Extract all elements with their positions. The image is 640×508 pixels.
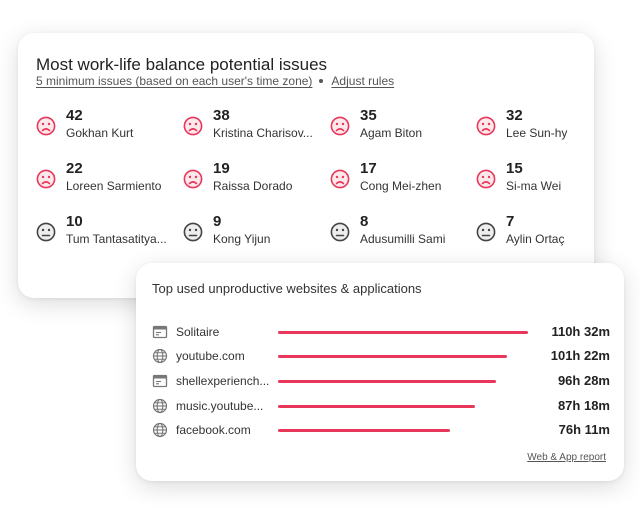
usage-bar	[278, 380, 496, 383]
user-name: Kong Yijun	[213, 232, 271, 246]
user-name: Lee Sun-hy	[506, 126, 568, 140]
app-name: facebook.com	[176, 423, 251, 437]
user-name: Aylin Ortaç	[506, 232, 565, 246]
sad-face-icon	[183, 116, 203, 136]
web-app-report-link[interactable]: Web & App report	[527, 452, 606, 463]
user-name: Kristina Charisov...	[213, 126, 313, 140]
issue-count: 22	[66, 160, 83, 177]
usage-bar	[278, 405, 475, 408]
user-issue-item[interactable]: 19 Raissa Dorado	[183, 161, 323, 195]
user-name: Gokhan Kurt	[66, 126, 134, 140]
user-issue-item[interactable]: 17 Cong Mei-zhen	[330, 161, 470, 195]
issue-count: 19	[213, 160, 230, 177]
user-name: Tum Tantasatitya...	[66, 232, 167, 246]
issue-count: 32	[506, 107, 523, 124]
user-issue-item[interactable]: 32 Lee Sun-hy	[476, 108, 616, 142]
sad-face-icon	[330, 116, 350, 136]
usage-bar	[278, 331, 528, 334]
issue-count: 38	[213, 107, 230, 124]
user-issue-item[interactable]: 9 Kong Yijun	[183, 214, 323, 248]
user-name: Agam Biton	[360, 126, 423, 140]
app-window-icon	[152, 325, 168, 339]
user-issue-item[interactable]: 38 Kristina Charisov...	[183, 108, 323, 142]
user-issue-item[interactable]: 22 Loreen Sarmiento	[36, 161, 176, 195]
issue-count: 17	[360, 160, 377, 177]
sad-face-icon	[476, 116, 496, 136]
globe-icon	[152, 422, 168, 438]
globe-icon	[152, 348, 168, 364]
usage-bar	[278, 429, 450, 432]
neutral-face-icon	[183, 222, 203, 242]
app-name: shellexperiench...	[176, 374, 270, 388]
app-usage-row[interactable]: Solitaire 110h 32m	[152, 323, 610, 341]
neutral-face-icon	[330, 222, 350, 242]
sad-face-icon	[330, 169, 350, 189]
issue-count: 10	[66, 213, 83, 230]
app-usage-row[interactable]: music.youtube... 87h 18m	[152, 397, 610, 415]
adjust-rules-link[interactable]: Adjust rules	[331, 74, 395, 88]
sad-face-icon	[36, 169, 56, 189]
user-name: Cong Mei-zhen	[360, 179, 442, 193]
user-name: Raissa Dorado	[213, 179, 293, 193]
sad-face-icon	[183, 169, 203, 189]
issue-count: 8	[360, 213, 369, 230]
usage-time: 101h 22m	[550, 348, 610, 363]
criteria-link[interactable]: 5 minimum issues (based on each user's t…	[36, 74, 313, 88]
issue-count: 35	[360, 107, 377, 124]
neutral-face-icon	[476, 222, 496, 242]
user-issue-item[interactable]: 10 Tum Tantasatitya...	[36, 214, 176, 248]
app-usage-row[interactable]: youtube.com 101h 22m	[152, 347, 610, 365]
user-name: Adusumilli Sami	[360, 232, 446, 246]
issue-count: 42	[66, 107, 83, 124]
user-issue-item[interactable]: 42 Gokhan Kurt	[36, 108, 176, 142]
app-name: music.youtube...	[176, 399, 264, 413]
app-window-icon	[152, 374, 168, 388]
issues-card-subtitle: 5 minimum issues (based on each user's t…	[36, 74, 394, 88]
globe-icon	[152, 398, 168, 414]
usage-time: 87h 18m	[557, 398, 610, 413]
unproductive-apps-card: Top used unproductive websites & applica…	[136, 263, 624, 481]
sad-face-icon	[476, 169, 496, 189]
user-issue-item[interactable]: 8 Adusumilli Sami	[330, 214, 470, 248]
usage-bar	[278, 355, 507, 358]
apps-card-title: Top used unproductive websites & applica…	[152, 281, 422, 296]
user-issue-item[interactable]: 7 Aylin Ortaç	[476, 214, 616, 248]
user-issue-item[interactable]: 35 Agam Biton	[330, 108, 470, 142]
work-life-balance-card: Most work-life balance potential issues …	[18, 33, 594, 298]
user-issue-item[interactable]: 15 Si-ma Wei	[476, 161, 616, 195]
user-name: Loreen Sarmiento	[66, 179, 162, 193]
app-name: youtube.com	[176, 349, 245, 363]
usage-time: 76h 11m	[558, 422, 610, 437]
sad-face-icon	[36, 116, 56, 136]
issues-card-title: Most work-life balance potential issues	[36, 55, 328, 74]
separator-dot	[319, 79, 324, 83]
issue-count: 9	[213, 213, 222, 230]
issue-count: 15	[506, 160, 523, 177]
app-usage-row[interactable]: facebook.com 76h 11m	[152, 421, 610, 439]
usage-time: 96h 28m	[557, 373, 610, 388]
app-name: Solitaire	[176, 325, 220, 339]
issue-count: 7	[506, 213, 515, 230]
app-usage-row[interactable]: shellexperiench... 96h 28m	[152, 372, 610, 390]
neutral-face-icon	[36, 222, 56, 242]
user-name: Si-ma Wei	[506, 179, 562, 193]
usage-time: 110h 32m	[551, 324, 610, 339]
